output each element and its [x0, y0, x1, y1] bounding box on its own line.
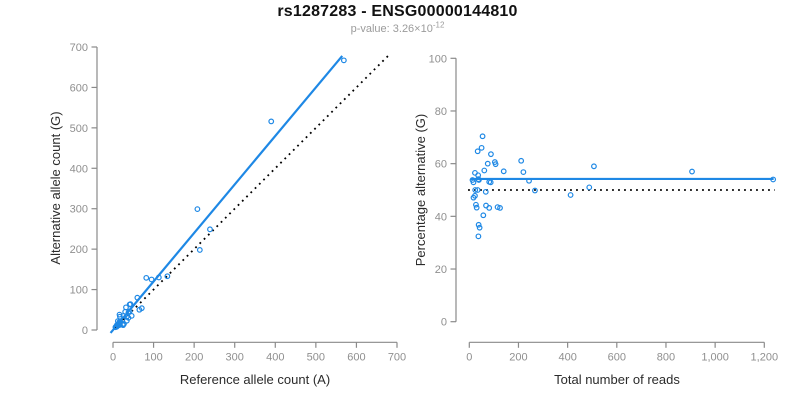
right-x-axis-title: Total number of reads — [554, 372, 680, 387]
data-point — [125, 309, 132, 316]
y-tick-label: 100 — [429, 53, 447, 65]
data-point — [472, 192, 478, 199]
data-point — [567, 192, 574, 198]
x-tick-label: 1,000 — [701, 351, 729, 363]
data-point — [478, 144, 485, 151]
left-y-axis-title: Alternative allele count (G) — [48, 111, 63, 265]
x-tick-label: 200 — [185, 351, 203, 363]
data-point — [518, 157, 525, 164]
data-point — [472, 187, 479, 193]
y-tick-label: 40 — [435, 211, 447, 223]
x-tick-label: 600 — [608, 351, 626, 363]
x-tick-label: 1,200 — [751, 351, 779, 363]
x-tick-label: 300 — [226, 351, 244, 363]
left-x-axis-title: Reference allele count (A) — [179, 372, 331, 387]
data-point — [482, 188, 489, 195]
identity-line — [113, 52, 392, 330]
x-tick-label: 600 — [347, 351, 365, 363]
y-tick-label: 300 — [70, 204, 88, 216]
data-point — [487, 179, 494, 186]
data-point — [481, 167, 488, 174]
data-point — [479, 133, 486, 140]
p-value-text: p-value: 3.26×10 — [350, 23, 433, 35]
data-point — [591, 163, 597, 170]
data-point — [138, 305, 145, 312]
x-tick-label: 800 — [657, 351, 675, 363]
data-point — [196, 247, 203, 253]
data-point — [134, 294, 141, 301]
x-tick-label: 200 — [509, 351, 527, 363]
data-point — [492, 161, 499, 168]
y-tick-label: 60 — [435, 159, 447, 171]
data-point — [475, 233, 482, 240]
data-point — [143, 274, 150, 281]
data-point — [532, 187, 538, 194]
data-point — [155, 274, 162, 281]
data-point — [520, 169, 527, 175]
data-point — [474, 187, 481, 193]
data-point — [121, 321, 127, 327]
data-point — [194, 206, 201, 213]
x-tick-label: 400 — [558, 351, 576, 363]
data-point — [268, 118, 275, 125]
y-tick-label: 600 — [70, 82, 88, 94]
figure-title: rs1287283 - ENSG00000144810 — [277, 3, 518, 20]
data-point — [497, 205, 503, 211]
data-point — [770, 176, 777, 183]
x-tick-label: 500 — [307, 351, 325, 363]
data-point — [475, 221, 482, 228]
x-tick-label: 0 — [110, 351, 116, 363]
data-point — [123, 304, 129, 311]
data-point — [127, 301, 134, 308]
y-tick-label: 700 — [70, 42, 88, 54]
y-tick-label: 500 — [70, 123, 88, 135]
data-point — [689, 168, 695, 175]
data-point — [480, 212, 487, 219]
p-value-exponent: -12 — [432, 20, 445, 30]
data-point — [526, 177, 532, 184]
x-tick-label: 400 — [266, 351, 284, 363]
data-point — [486, 205, 493, 211]
data-point — [207, 226, 213, 233]
right-y-axis-title: Percentage alternative (G) — [413, 113, 428, 267]
data-point — [128, 312, 135, 319]
y-tick-label: 80 — [435, 106, 447, 118]
data-point — [340, 57, 347, 64]
y-tick-label: 20 — [435, 264, 447, 276]
data-point — [470, 179, 477, 186]
regression-line — [109, 55, 344, 334]
data-point — [475, 177, 482, 183]
x-tick-label: 700 — [388, 351, 406, 363]
data-point — [476, 224, 483, 231]
data-point — [164, 273, 171, 280]
data-point — [126, 308, 133, 315]
data-point — [474, 148, 481, 155]
data-point — [148, 276, 155, 283]
y-tick-label: 0 — [441, 317, 447, 329]
y-tick-label: 0 — [82, 325, 88, 337]
y-tick-label: 400 — [70, 163, 88, 175]
y-tick-label: 100 — [70, 285, 88, 297]
x-tick-label: 100 — [144, 351, 162, 363]
data-point — [500, 168, 507, 175]
data-point — [473, 201, 479, 208]
data-point — [484, 160, 491, 167]
data-point — [586, 184, 593, 191]
data-point — [488, 151, 494, 158]
x-tick-label: 0 — [466, 351, 472, 363]
data-point — [473, 204, 480, 211]
y-tick-label: 200 — [70, 244, 88, 256]
p-value-subtitle: p-value: 3.26×10-12 — [0, 20, 795, 35]
